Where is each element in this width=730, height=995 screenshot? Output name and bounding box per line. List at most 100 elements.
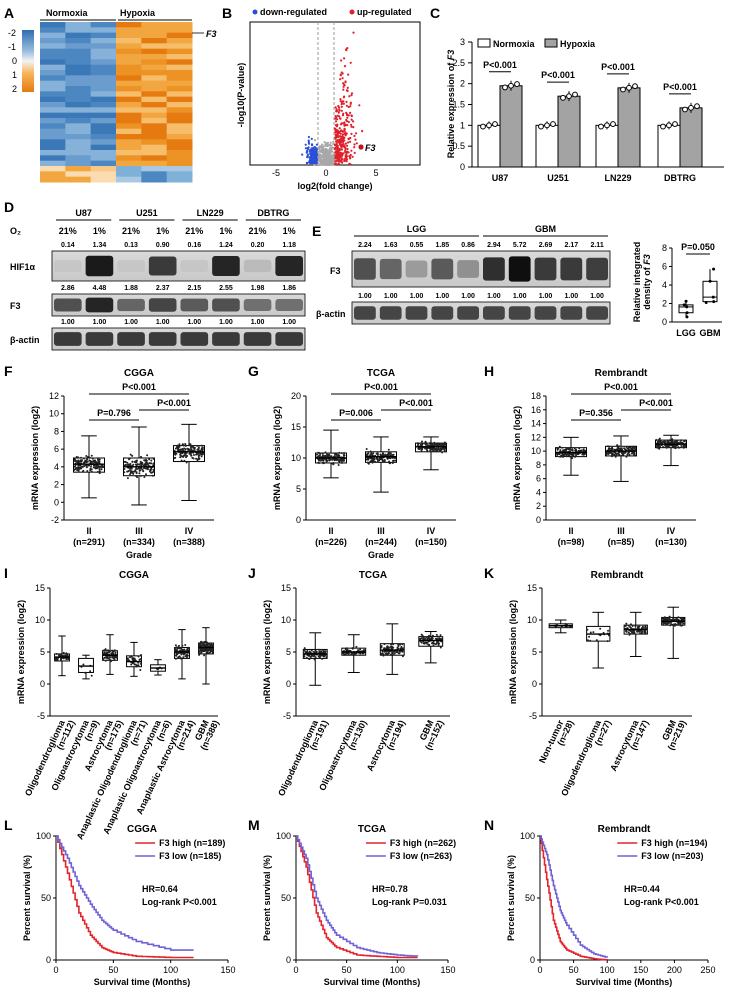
heatmap-cell [141,48,168,55]
data-point [367,462,370,465]
heatmap-cell [166,22,193,28]
data-point [630,623,632,626]
data-point [655,439,658,441]
heatmap-cell [166,166,193,172]
volcano-point-up [353,143,356,146]
data-point [428,447,431,450]
data-point [396,651,399,653]
heatmap-cell [166,118,193,124]
scale-tick: 0 [12,56,17,66]
y-tick-label: 15 [527,583,537,593]
data-point [343,653,346,656]
actin-quant: 1.00 [282,319,296,326]
data-point [143,476,146,478]
panel-title: Rembrandt [595,368,648,379]
x-tick-label: 100 [600,965,615,975]
data-point [394,459,397,462]
dot-hypoxia [688,104,694,111]
data-point [658,447,661,450]
data-point [606,640,609,643]
data-point [435,450,437,453]
volcano-point-up [350,118,353,121]
data-point [437,643,440,646]
y-tick-label: 0 [532,679,537,689]
volcano-point-up [341,157,344,160]
data-point [196,460,199,463]
data-point [152,457,155,460]
data-point [135,665,138,668]
row-label-actin: β-actin [10,335,40,345]
y-tick-label: 6 [662,262,667,272]
row-label-actin: β-actin [316,309,346,319]
heatmap-cell [65,139,92,146]
data-point [658,438,661,441]
data-point [670,623,673,626]
heatmap-cell [166,112,193,119]
heatmap-cell [141,22,168,28]
data-point [429,449,432,452]
data-point [616,446,619,449]
data-point [431,642,434,645]
data-point [392,643,395,646]
actin-quant: 1.00 [461,293,475,300]
data-point [195,457,198,460]
x-category-label: U87 [492,173,509,183]
y-tick-label: 10 [49,409,59,419]
data-point [685,315,689,319]
volcano-point-down [307,141,310,144]
data-point [434,448,437,451]
data-point [98,460,101,463]
data-point [188,452,191,455]
data-point [425,636,428,639]
volcano-point-up [341,144,344,148]
cell-line-label: U251 [136,208,158,218]
data-point [186,656,188,659]
data-point [634,446,636,449]
data-point [105,649,108,652]
data-point [182,656,185,659]
survival-curve-high [56,835,194,959]
data-point [135,467,138,470]
data-point [584,449,586,452]
data-point [197,452,200,454]
data-point [326,459,329,462]
data-point [677,441,679,444]
x-axis-label: Grade [126,550,152,560]
data-point [331,458,334,461]
data-point [126,464,129,466]
data-point [141,468,144,471]
volcano-point-up [337,147,340,150]
y-tick-label: 0 [662,317,667,327]
volcano-point-up [343,121,346,124]
data-point [196,444,199,447]
blot-band [85,297,114,313]
volcano-point-up [338,108,341,111]
data-point [303,655,306,658]
volcano-point-up [339,98,342,101]
data-point [645,627,647,629]
heatmap-cell [141,118,168,124]
data-point [80,459,83,462]
data-point [146,454,149,457]
data-point [310,649,313,652]
heatmap-cell [166,171,193,178]
y-axis-label: Percent survival (%) [506,855,516,941]
volcano-point-up [355,132,358,135]
volcano-point-ns [319,154,322,157]
data-point [128,464,131,467]
condition-label: 1% [283,226,296,236]
data-point [319,452,322,455]
volcano-point-up [349,105,352,108]
data-point [177,656,180,659]
data-point [127,659,130,661]
data-point [367,452,370,455]
data-point [175,446,178,449]
volcano-points [301,31,364,167]
volcano-point-ns [328,160,331,163]
volcano-point-up [336,139,340,142]
data-point [321,461,324,464]
heatmap-cell [141,102,168,108]
volcano-point-ns [331,146,334,149]
log-rank-p: Log-rank P=0.031 [372,897,447,907]
heatmap-cell [141,107,168,114]
